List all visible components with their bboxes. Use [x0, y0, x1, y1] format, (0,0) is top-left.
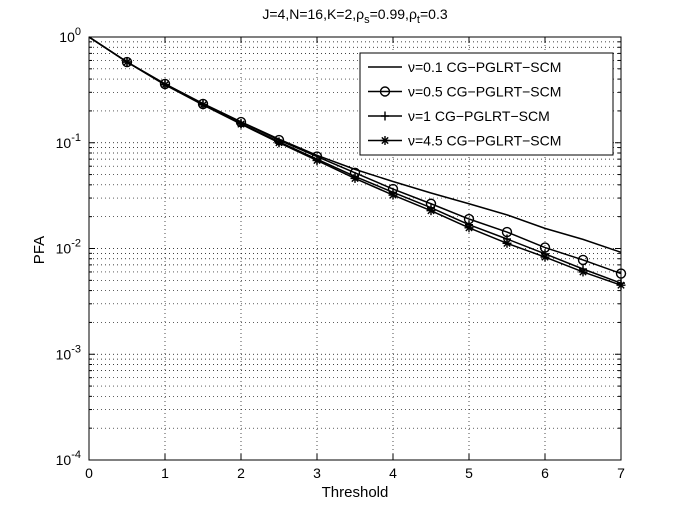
series-layer	[88, 36, 627, 290]
star-marker-ray	[541, 253, 549, 261]
star-marker	[236, 119, 246, 129]
legend-label: ν=0.1 CG−PGLRT−SCM	[408, 59, 561, 75]
star-marker	[464, 223, 474, 233]
x-tick-label: 3	[313, 465, 321, 481]
star-marker	[380, 136, 390, 145]
legend-box	[359, 52, 614, 156]
star-marker	[198, 100, 208, 110]
x-tick-label: 1	[161, 465, 169, 481]
star-marker-ray	[381, 136, 389, 145]
star-marker	[122, 57, 132, 67]
plus-marker	[381, 111, 389, 121]
legend-entry-3: ν=1 CG−PGLRT−SCM	[368, 108, 550, 124]
star-marker-ray	[579, 268, 587, 276]
y-tick-label: 100	[59, 26, 81, 45]
x-tick-label: 2	[237, 465, 245, 481]
axis-ticks	[88, 37, 622, 461]
star-marker	[540, 252, 550, 262]
star-marker	[502, 238, 512, 248]
star-marker-ray	[275, 139, 283, 147]
star-marker	[274, 138, 284, 148]
star-marker-ray	[351, 174, 359, 183]
x-tick-labels: 0 1 2 3 4 5 6 7	[85, 465, 625, 481]
legend-entry-4: ν=4.5 CG−PGLRT−SCM	[368, 133, 561, 149]
legend-label: ν=0.5 CG−PGLRT−SCM	[408, 84, 561, 100]
star-marker-ray	[161, 81, 169, 89]
star-marker-ray	[199, 101, 207, 109]
legend-label: ν=4.5 CG−PGLRT−SCM	[408, 133, 561, 149]
y-tick-label: 10-4	[56, 449, 81, 468]
y-tick-labels: 100 10-1 10-2 10-3 10-4	[56, 26, 81, 468]
y-tick-label: 10-2	[56, 238, 81, 257]
star-marker	[388, 190, 398, 200]
circle-marker	[379, 86, 391, 97]
star-marker-ray	[503, 239, 511, 247]
star-marker	[312, 155, 322, 165]
star-marker	[350, 173, 360, 183]
grid-lines	[89, 37, 621, 460]
legend-entry-1: ν=0.1 CG−PGLRT−SCM	[368, 59, 561, 75]
star-marker	[578, 267, 588, 277]
star-marker-ray	[123, 58, 131, 66]
star-marker-ray	[465, 224, 473, 232]
star-marker-ray	[237, 120, 245, 128]
x-tick-label: 4	[389, 465, 397, 481]
x-tick-label: 0	[85, 465, 93, 481]
star-marker-ray	[313, 156, 321, 165]
x-tick-label: 6	[541, 465, 549, 481]
x-tick-label: 5	[465, 465, 473, 481]
legend-label: ν=1 CG−PGLRT−SCM	[408, 108, 550, 124]
circle-marker	[577, 254, 589, 266]
legend: ν=0.1 CG−PGLRT−SCM ν=0.5 CG−PGLRT−SCM ν=1 …	[359, 52, 614, 156]
legend-entry-2: ν=0.5 CG−PGLRT−SCM	[368, 84, 561, 100]
y-tick-label: 10-1	[56, 132, 81, 151]
y-axis-label: PFA	[31, 236, 48, 264]
y-tick-label: 10-3	[56, 343, 81, 362]
series-4	[88, 36, 626, 290]
star-marker	[160, 80, 170, 90]
x-axis-label: Threshold	[322, 484, 389, 501]
x-tick-label: 7	[617, 465, 625, 481]
star-marker-ray	[427, 206, 435, 215]
star-marker-ray	[389, 191, 397, 199]
star-marker	[426, 206, 436, 216]
chart-title: J=4,N=16,K=2,ρs=0.99,ρt=0.3	[262, 6, 447, 26]
